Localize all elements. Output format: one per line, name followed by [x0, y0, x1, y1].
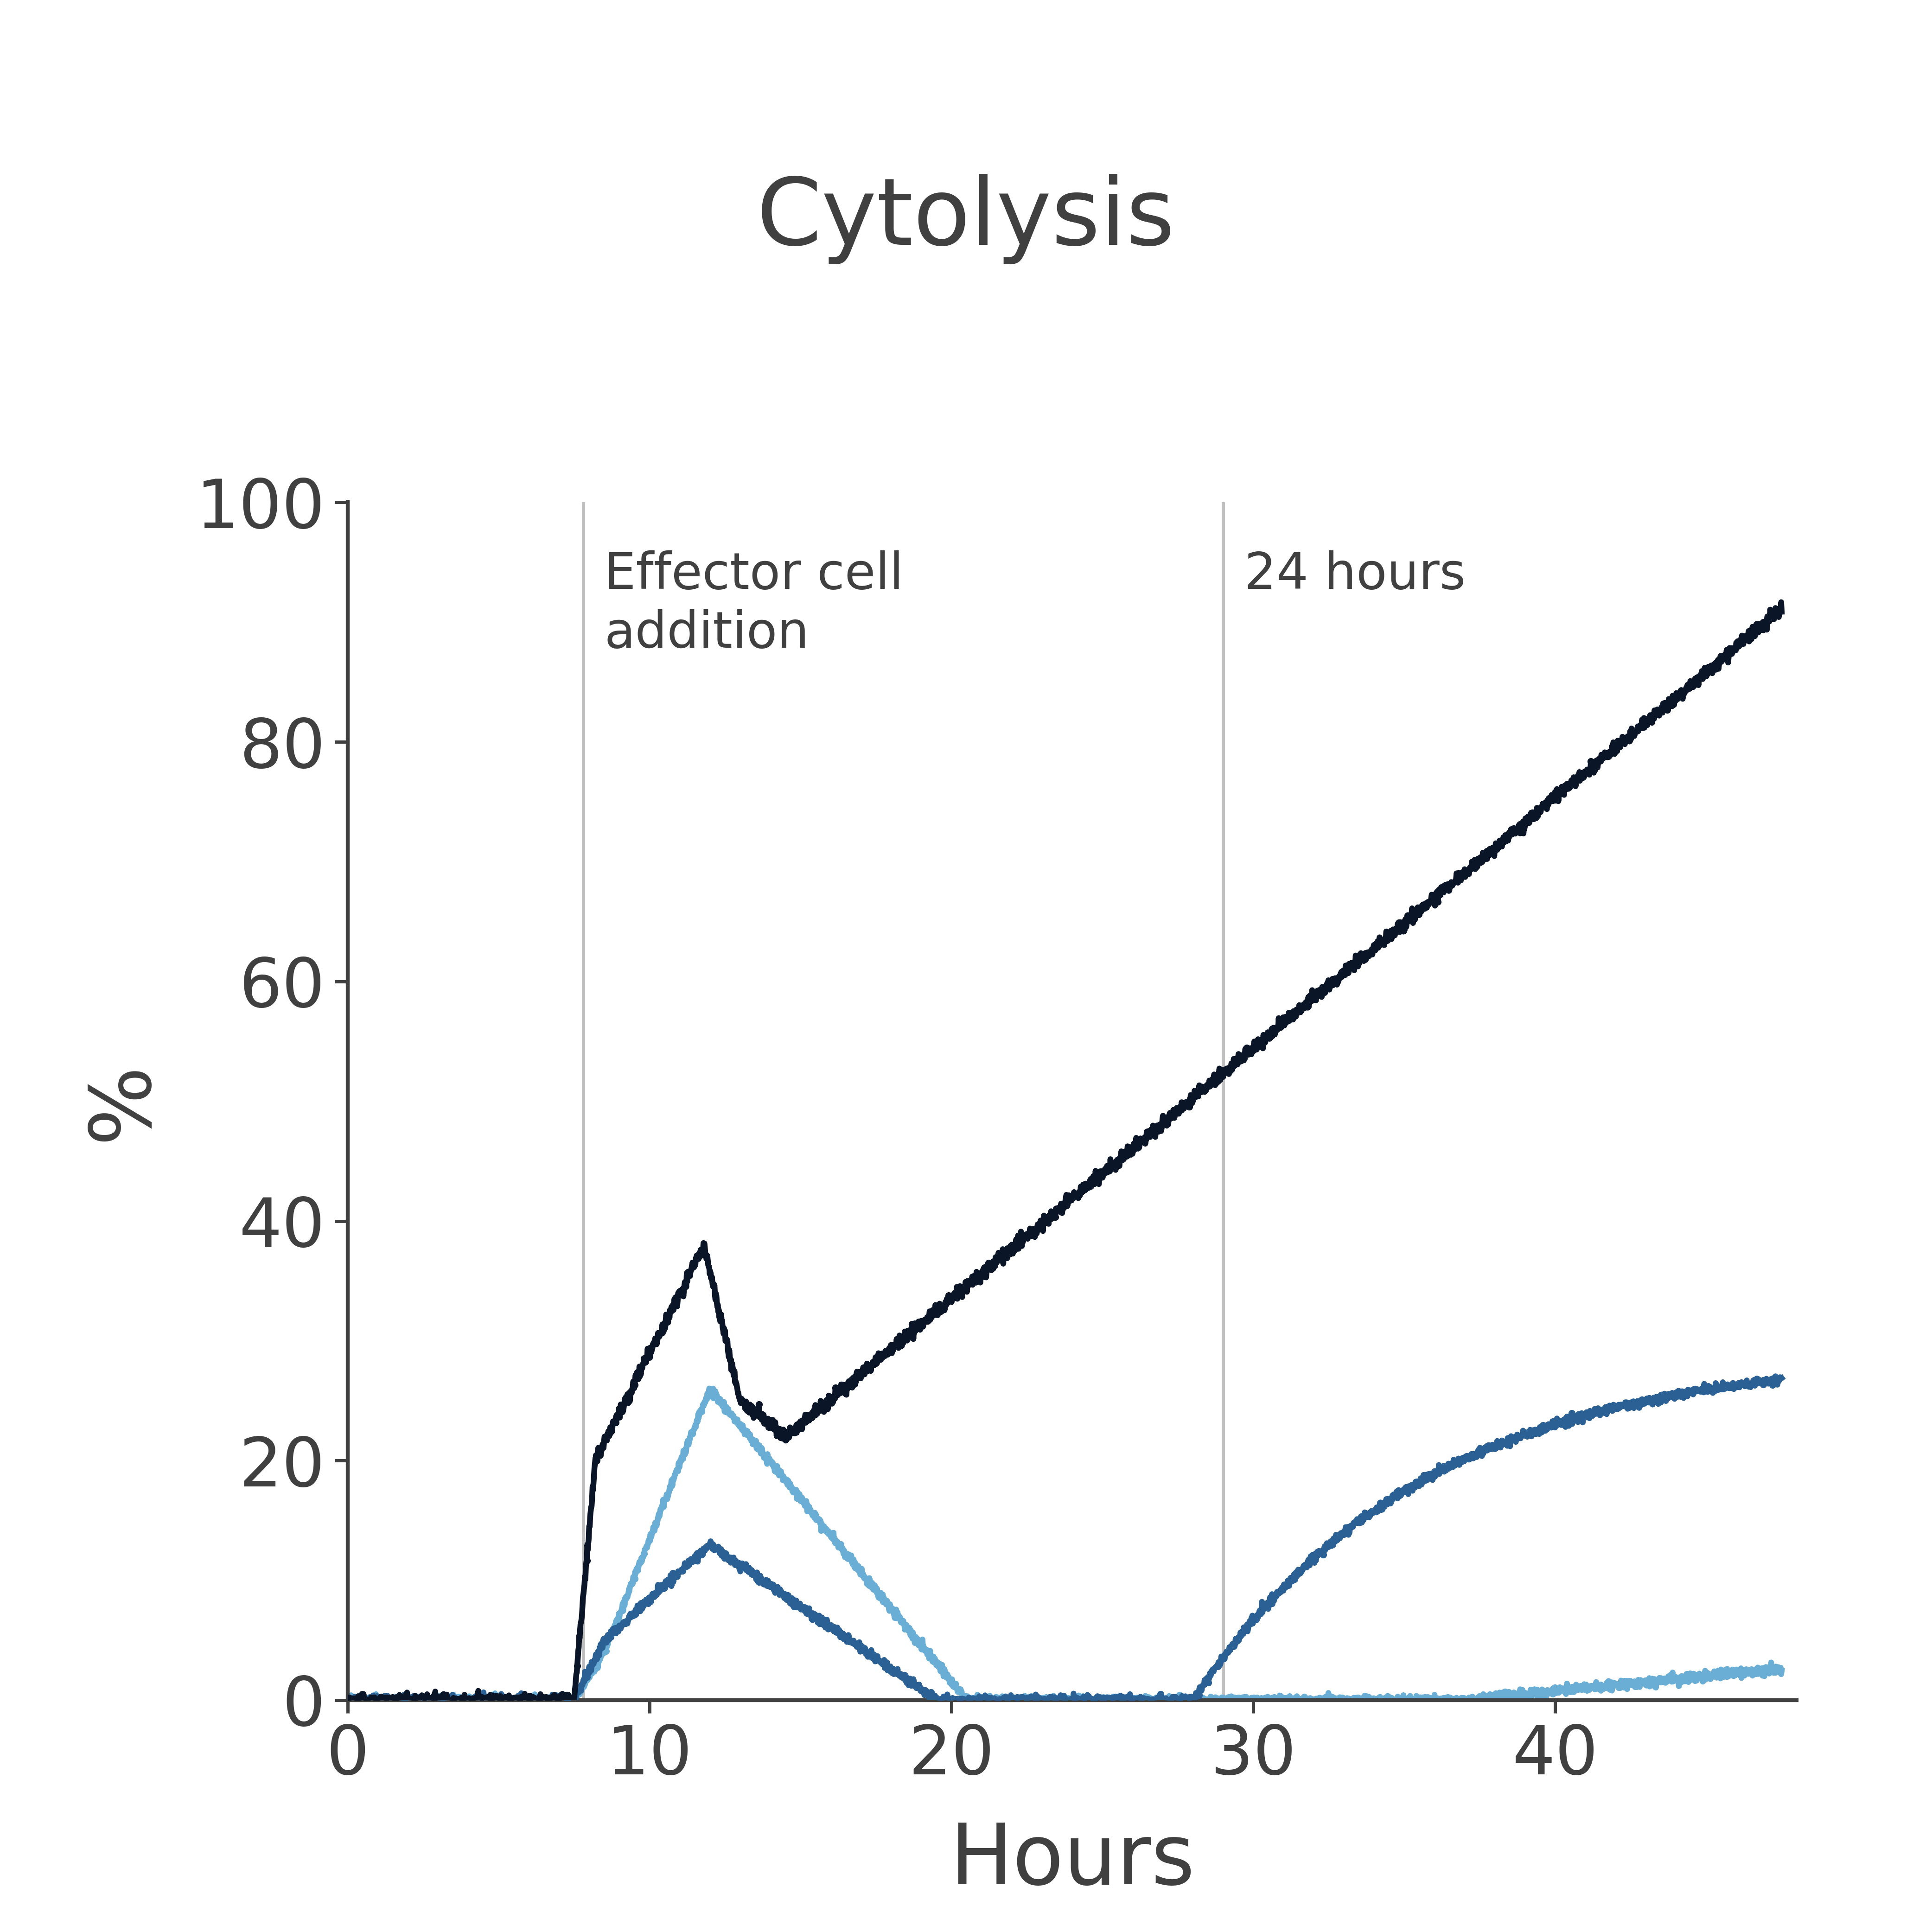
X-axis label: Hours: Hours [951, 1820, 1194, 1901]
Text: Cytolysis: Cytolysis [757, 174, 1175, 265]
Text: 24 hours: 24 hours [1244, 551, 1466, 599]
Text: Effector cell
addition: Effector cell addition [605, 551, 904, 659]
Y-axis label: %: % [83, 1061, 164, 1142]
